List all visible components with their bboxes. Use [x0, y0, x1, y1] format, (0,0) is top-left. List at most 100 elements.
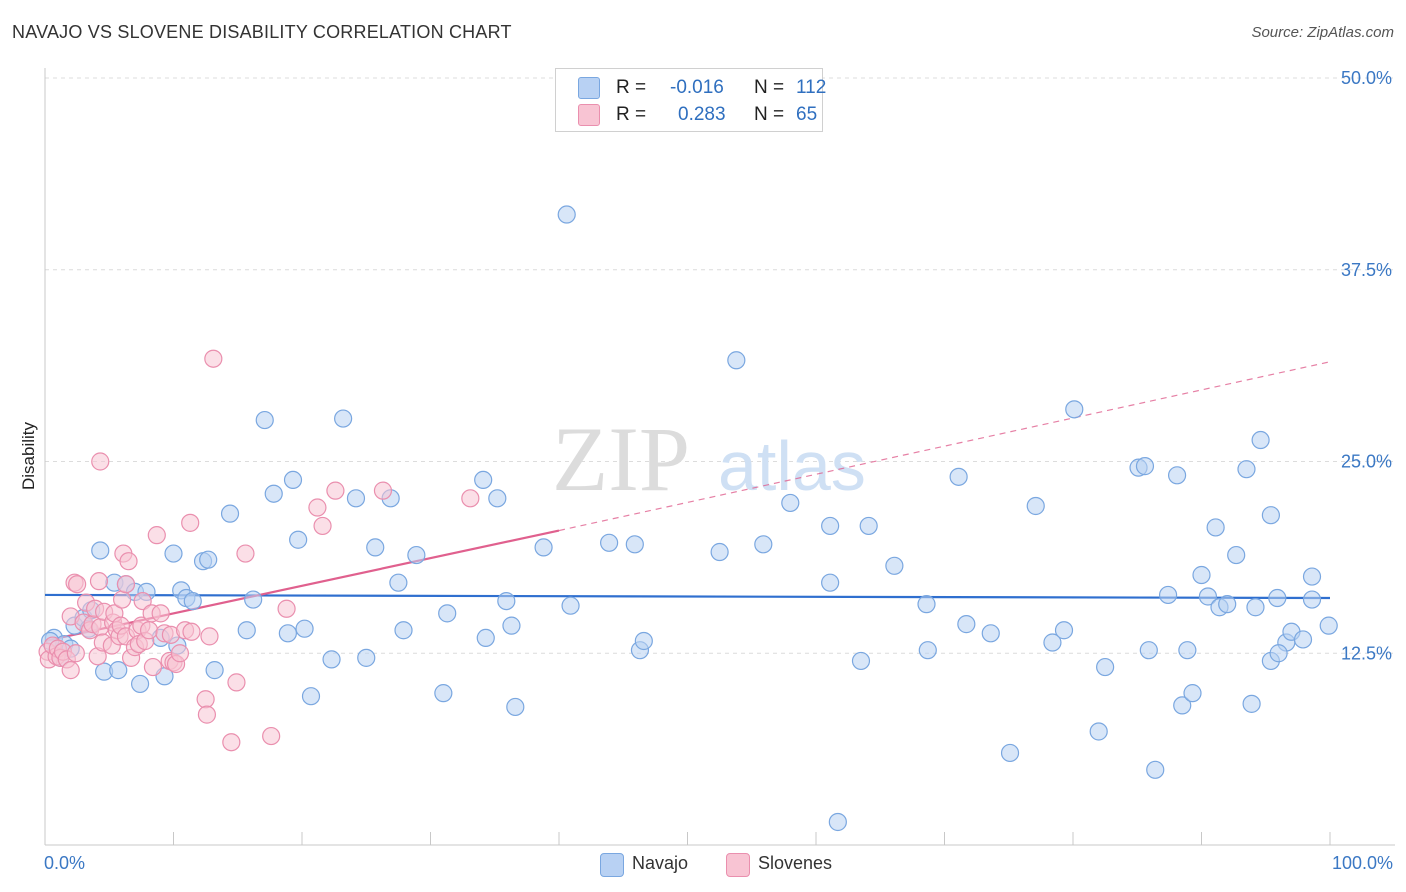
stats-legend: R = -0.016 N = 112 R = 0.283 N = 65 [555, 68, 826, 132]
n-value: 65 [796, 104, 818, 125]
navajo-point [1242, 694, 1261, 713]
slovenes-point [277, 599, 296, 618]
navajo-point [1302, 567, 1322, 586]
navajo-point [557, 205, 576, 224]
navajo-point [476, 628, 495, 648]
navajo-point [301, 687, 321, 706]
navajo-point [1054, 621, 1074, 640]
navajo-point [561, 596, 580, 615]
slovenes-point [222, 733, 241, 752]
navajo-swatch [578, 77, 600, 99]
navajo-point [357, 648, 376, 667]
navajo-point [754, 535, 773, 554]
slovenes-point [373, 481, 393, 500]
navajo-point [434, 684, 453, 703]
navajo-point [474, 470, 493, 490]
slovenes-point [204, 349, 223, 368]
navajo-point [389, 573, 408, 592]
y-tick-label: 37.5% [1341, 260, 1392, 280]
y-tick-label: 50.0% [1341, 68, 1392, 88]
r-value: -0.016 [670, 77, 724, 98]
r-label: R = [616, 77, 647, 98]
navajo-point [851, 651, 871, 671]
navajo-point [1198, 587, 1218, 606]
navajo-point [1302, 590, 1322, 609]
slovenes-point [461, 489, 480, 508]
watermark-atlas: atlas [718, 427, 866, 505]
navajo-point [237, 621, 256, 640]
navajo-point [1269, 644, 1288, 663]
navajo-point [438, 604, 457, 623]
n-label: N = [754, 104, 785, 125]
navajo-point [1227, 545, 1246, 565]
navajo-point [1261, 506, 1280, 525]
navajo-point [1026, 496, 1045, 516]
navajo-point [244, 590, 263, 609]
navajo-point [255, 410, 274, 430]
navajo-point [346, 489, 366, 508]
navajo-point [1146, 760, 1165, 779]
navajo-point [278, 624, 297, 643]
y-axis-label: Disability [19, 421, 38, 490]
slovenes-point [116, 575, 136, 594]
slovenes-point [119, 552, 138, 571]
slovenes-point [170, 644, 190, 663]
slovenes-point [181, 513, 200, 532]
navajo-point [164, 544, 183, 563]
watermark: ZIP atlas [552, 408, 866, 510]
navajo-point [600, 533, 619, 552]
navajo-point [130, 674, 150, 694]
watermark-zip: ZIP [552, 408, 690, 510]
tick-labels: 12.5% 25.0% 37.5% 50.0% 0.0% 100.0% [44, 68, 1393, 873]
navajo-point [1237, 460, 1256, 479]
navajo-point [205, 661, 224, 680]
navajo-point [534, 538, 553, 557]
source-label: Source: ZipAtlas.com [1251, 24, 1394, 41]
navajo-point [1065, 400, 1084, 419]
navajo-point [1158, 585, 1178, 605]
x-tick-label: 100.0% [1332, 853, 1393, 873]
slovenes-point [61, 661, 80, 680]
navajo-point [334, 409, 353, 428]
navajo-point [1192, 565, 1211, 585]
r-value: 0.283 [678, 104, 726, 125]
slovenes-point [262, 726, 281, 746]
y-tick-label: 12.5% [1341, 643, 1392, 663]
slovenes-legend-label: Slovenes [758, 853, 833, 873]
slovenes-point [133, 591, 152, 611]
navajo-legend-swatch [600, 853, 624, 877]
grid-lines [45, 77, 1395, 654]
navajo-point [1183, 684, 1202, 703]
axes [44, 68, 1395, 846]
navajo-point [781, 493, 800, 513]
navajo-point [109, 661, 128, 680]
navajo-point [1178, 641, 1197, 660]
slovenes-point [143, 657, 163, 677]
navajo-point [1173, 696, 1192, 715]
series-slovenes [38, 349, 480, 752]
navajo-point [949, 467, 968, 486]
slovenes-point [227, 673, 246, 692]
slovenes-point [308, 498, 327, 517]
slovenes-point [68, 575, 87, 594]
navajo-point [264, 484, 283, 503]
slovenes-legend-swatch [726, 853, 750, 877]
navajo-point [497, 591, 516, 611]
navajo-point [1206, 518, 1225, 537]
navajo-point [502, 616, 521, 635]
slovenes-point [200, 627, 219, 646]
navajo-point [1218, 595, 1237, 614]
navajo-point [727, 351, 746, 370]
navajo-point [917, 595, 936, 614]
navajo-point [634, 631, 653, 651]
slovenes-point [89, 572, 109, 591]
navajo-trend-line [44, 593, 1331, 600]
navajo-point [199, 550, 218, 569]
n-label: N = [754, 77, 785, 98]
navajo-point [859, 516, 878, 536]
slovenes-point [91, 452, 110, 471]
navajo-point [366, 538, 385, 557]
slovenes-point [147, 526, 166, 545]
navajo-point [1167, 466, 1187, 485]
